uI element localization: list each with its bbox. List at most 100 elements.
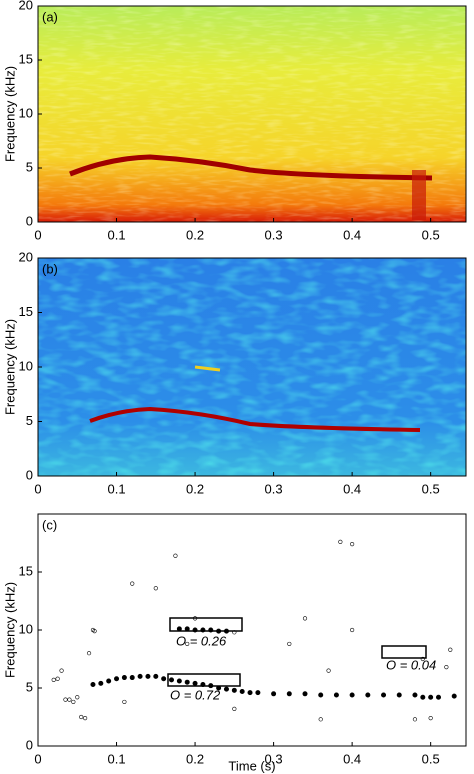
point <box>208 627 214 633</box>
y-tick-label: 15 <box>19 304 33 319</box>
point <box>365 692 371 698</box>
point <box>231 687 237 693</box>
x-tick-label: 0.2 <box>186 227 204 242</box>
point <box>153 586 158 591</box>
point <box>106 678 112 684</box>
point <box>121 675 127 681</box>
x-tick-label: 0.5 <box>422 751 440 766</box>
x-tick-label: 0.1 <box>107 751 125 766</box>
plot-frame <box>37 513 467 747</box>
point <box>153 673 159 679</box>
point <box>318 717 323 722</box>
x-tick-label: 0.4 <box>343 751 361 766</box>
point <box>381 692 387 698</box>
point <box>192 680 198 686</box>
point <box>302 616 308 621</box>
point <box>232 630 237 635</box>
point <box>129 675 135 681</box>
point <box>145 673 151 679</box>
point <box>173 553 178 558</box>
point <box>59 668 64 673</box>
spectrogram-image-a <box>38 6 466 222</box>
y-tick-label: 10 <box>19 621 33 636</box>
x-tick-label: 0.2 <box>186 481 204 496</box>
annotation: O = 0.04 <box>386 657 436 672</box>
point <box>436 694 442 700</box>
y-tick-label: 15 <box>19 51 33 66</box>
point <box>51 677 56 682</box>
point <box>223 628 229 634</box>
annotation: O = 0.72 <box>170 687 221 702</box>
point <box>75 695 80 700</box>
y-tick-label: 0 <box>26 467 33 482</box>
panel-label: (b) <box>42 261 58 276</box>
point <box>71 699 76 705</box>
point <box>349 692 355 698</box>
point <box>55 676 60 681</box>
x-tick-label: 0.4 <box>343 481 361 496</box>
point <box>223 686 229 692</box>
point <box>287 641 292 647</box>
point <box>239 688 245 694</box>
x-tick-label: 0 <box>34 481 41 496</box>
y-tick-label: 0 <box>26 737 33 752</box>
point <box>420 656 425 662</box>
point <box>192 616 198 621</box>
x-tick-label: 0.3 <box>265 751 283 766</box>
y-tick-label: 0 <box>26 213 33 228</box>
x-tick-label: 0.1 <box>107 481 125 496</box>
point <box>137 673 143 679</box>
x-tick-label: 0.1 <box>107 227 125 242</box>
point <box>428 694 434 700</box>
point <box>86 651 92 656</box>
point <box>255 690 261 696</box>
point <box>176 678 182 684</box>
point <box>184 626 190 632</box>
x-axis-label: Time (s) <box>228 758 275 773</box>
point <box>318 692 324 698</box>
x-tick-label: 0 <box>34 751 41 766</box>
point <box>428 716 433 721</box>
point <box>130 581 135 586</box>
y-tick-label: 20 <box>19 249 33 264</box>
y-tick-label: 10 <box>19 105 33 120</box>
point <box>302 691 308 697</box>
x-tick-label: 0 <box>34 227 41 242</box>
y-tick-label: 5 <box>26 159 33 174</box>
x-tick-label: 0.3 <box>265 227 283 242</box>
point <box>420 694 426 700</box>
point <box>350 542 355 547</box>
point <box>338 539 343 544</box>
y-axis-label: Frequency (kHz) <box>2 582 17 678</box>
point <box>451 693 457 699</box>
point <box>286 691 292 697</box>
annotation-boxes <box>167 617 427 687</box>
spectrogram-image-b <box>38 258 466 476</box>
point <box>114 676 120 682</box>
y-tick-label: 10 <box>19 358 33 373</box>
point <box>92 629 97 634</box>
y-axis-label: Frequency (kHz) <box>2 66 17 162</box>
y-axis-label: Frequency (kHz) <box>2 319 17 415</box>
point <box>350 627 355 633</box>
x-tick-label: 0.5 <box>422 227 440 242</box>
point <box>216 685 222 691</box>
panel-label: (a) <box>42 9 58 24</box>
point <box>271 691 277 697</box>
annotation: O = 0.26 <box>176 633 227 648</box>
x-tick-label: 0.4 <box>343 227 361 242</box>
point <box>176 626 182 632</box>
y-tick-label: 5 <box>26 413 33 428</box>
point <box>169 677 175 683</box>
x-tick-label: 0.3 <box>265 481 283 496</box>
point <box>98 680 104 686</box>
point <box>200 627 206 633</box>
point <box>90 682 96 688</box>
point <box>67 697 72 702</box>
point <box>326 668 331 673</box>
point <box>185 641 190 647</box>
point <box>412 717 418 722</box>
y-tick-label: 20 <box>19 0 33 12</box>
point <box>208 683 214 689</box>
